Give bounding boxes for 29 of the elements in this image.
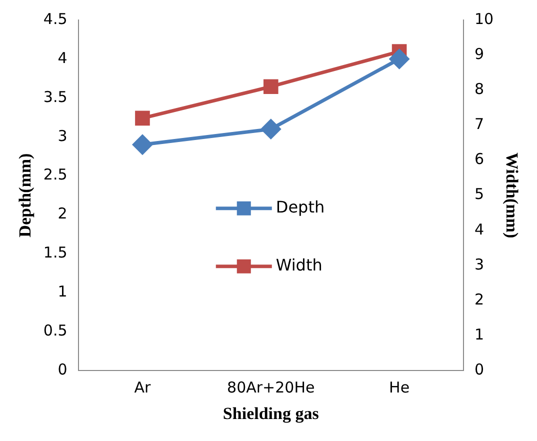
x-tick-label: He bbox=[389, 378, 410, 396]
y2-tick-label: 8 bbox=[474, 80, 484, 98]
y2-tick-label: 0 bbox=[474, 360, 484, 378]
y2-axis-title: Width(mm) bbox=[502, 152, 522, 238]
y2-tick-label: 10 bbox=[474, 10, 494, 28]
y2-tick-label: 7 bbox=[474, 115, 484, 134]
x-axis-title: Shielding gas bbox=[222, 404, 320, 424]
y-tick-label: 1 bbox=[58, 282, 68, 301]
y2-tick-label: 6 bbox=[474, 150, 484, 168]
y-tick-label: 0.5 bbox=[43, 322, 68, 340]
x-tick-label: Ar bbox=[134, 378, 152, 396]
y2-tick-label: 3 bbox=[474, 255, 484, 274]
y-tick-label: 3 bbox=[58, 126, 68, 145]
y2-tick-label: 2 bbox=[474, 290, 484, 308]
y-tick-label: 0 bbox=[58, 360, 68, 378]
y-tick-label: 1.5 bbox=[43, 244, 68, 262]
y2-tick-label: 9 bbox=[474, 44, 484, 63]
y-tick-label: 2 bbox=[58, 204, 68, 223]
y-tick-label: 4 bbox=[58, 48, 68, 67]
y2-tick-label: 1 bbox=[474, 325, 484, 344]
y2-tick-label: 4 bbox=[474, 220, 484, 238]
x-tick-label: 80Ar+20He bbox=[227, 378, 315, 396]
legend-label: Width bbox=[276, 256, 322, 275]
y-tick-label: 3.5 bbox=[43, 88, 68, 106]
legend-label: Depth bbox=[276, 198, 325, 217]
y2-tick-label: 5 bbox=[474, 185, 484, 204]
y-tick-label: 4.5 bbox=[43, 10, 68, 28]
y-axis-title: Depth(mm) bbox=[16, 153, 35, 238]
y-tick-label: 2.5 bbox=[43, 166, 68, 184]
